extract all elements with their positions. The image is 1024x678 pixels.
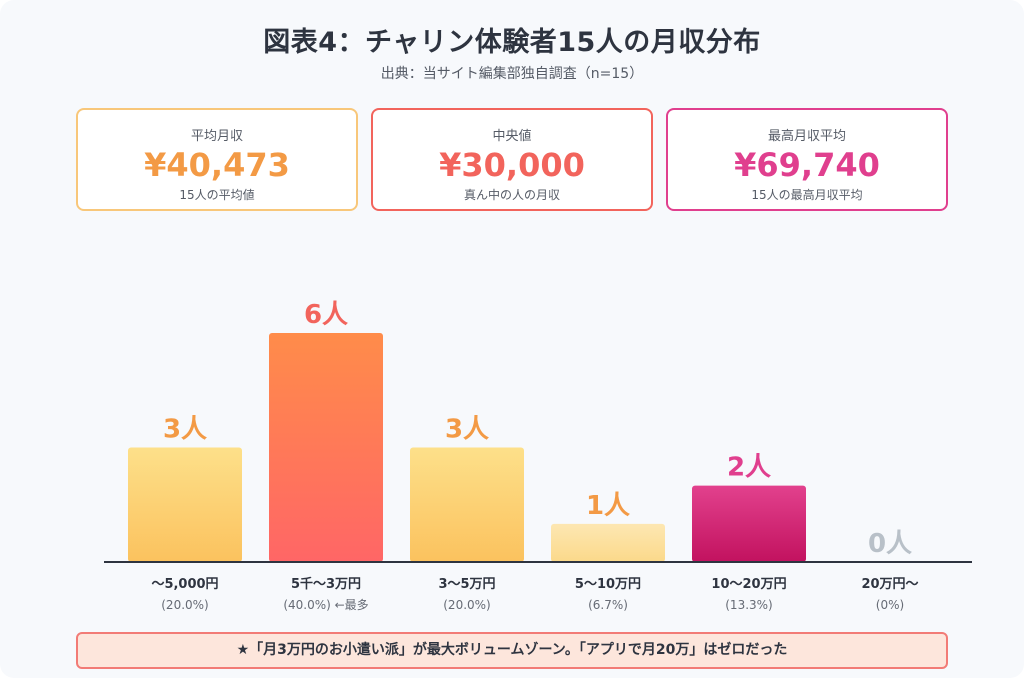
value-label-2: 6人 xyxy=(304,300,348,330)
percent-label-2: (40.0%) ←最多 xyxy=(283,598,368,612)
category-label-2: 5千～3万円 xyxy=(291,576,361,592)
chart-title: 図表4：チャリン体験者15人の月収分布 xyxy=(263,27,761,58)
percent-label-4: (6.7%) xyxy=(588,598,628,612)
bar-5 xyxy=(692,485,806,562)
median-income-note: 真ん中の人の月収 xyxy=(463,188,560,202)
value-label-5: 2人 xyxy=(727,453,771,483)
max-income-value: ¥69,740 xyxy=(734,146,880,184)
average-income-note: 15人の平均値 xyxy=(179,188,255,202)
category-label-3: 3～5万円 xyxy=(438,577,495,592)
summary-note: ★「月3万円のお小遣い派」が最大ボリュームゾーン。「アプリで月20万」はゼロだっ… xyxy=(76,632,948,669)
category-label-5: 10～20万円 xyxy=(711,577,786,592)
value-label-6: 0人 xyxy=(868,529,912,559)
bar-4 xyxy=(551,523,665,562)
value-label-4: 1人 xyxy=(586,491,630,521)
bar-3 xyxy=(410,447,524,562)
category-label-6: 20万円～ xyxy=(861,577,918,592)
category-label-4: 5～10万円 xyxy=(575,577,641,592)
bar-2 xyxy=(269,333,383,562)
chart-subtitle: 出典：当サイト編集部独自調査（n=15） xyxy=(380,66,644,82)
percent-label-1: (20.0%) xyxy=(161,598,208,612)
max-income-note: 15人の最高月収平均 xyxy=(751,188,863,202)
average-income-label: 平均月収 xyxy=(190,129,243,144)
percent-label-3: (20.0%) xyxy=(443,598,490,612)
value-label-1: 3人 xyxy=(163,415,207,445)
max-income-label: 最高月収平均 xyxy=(767,129,846,144)
bar-1 xyxy=(128,447,242,562)
median-income-value: ¥30,000 xyxy=(439,146,585,184)
median-income-card: 中央値 ¥30,000 真ん中の人の月収 xyxy=(371,108,653,211)
percent-label-5: (13.3%) xyxy=(725,598,772,612)
max-income-card: 最高月収平均 ¥69,740 15人の最高月収平均 xyxy=(666,108,948,211)
income-distribution-bar-chart: 3人 ～5,000円 (20.0%) 6人 5千～3万円 (40.0%) ←最多 3人 3～5… xyxy=(104,300,972,612)
average-income-card: 平均月収 ¥40,473 15人の平均値 xyxy=(76,108,358,211)
percent-label-6: (0%) xyxy=(876,598,904,612)
median-income-label: 中央値 xyxy=(492,129,532,144)
average-income-value: ¥40,473 xyxy=(144,146,290,184)
category-label-1: ～5,000円 xyxy=(151,577,218,592)
value-label-3: 3人 xyxy=(445,415,489,445)
